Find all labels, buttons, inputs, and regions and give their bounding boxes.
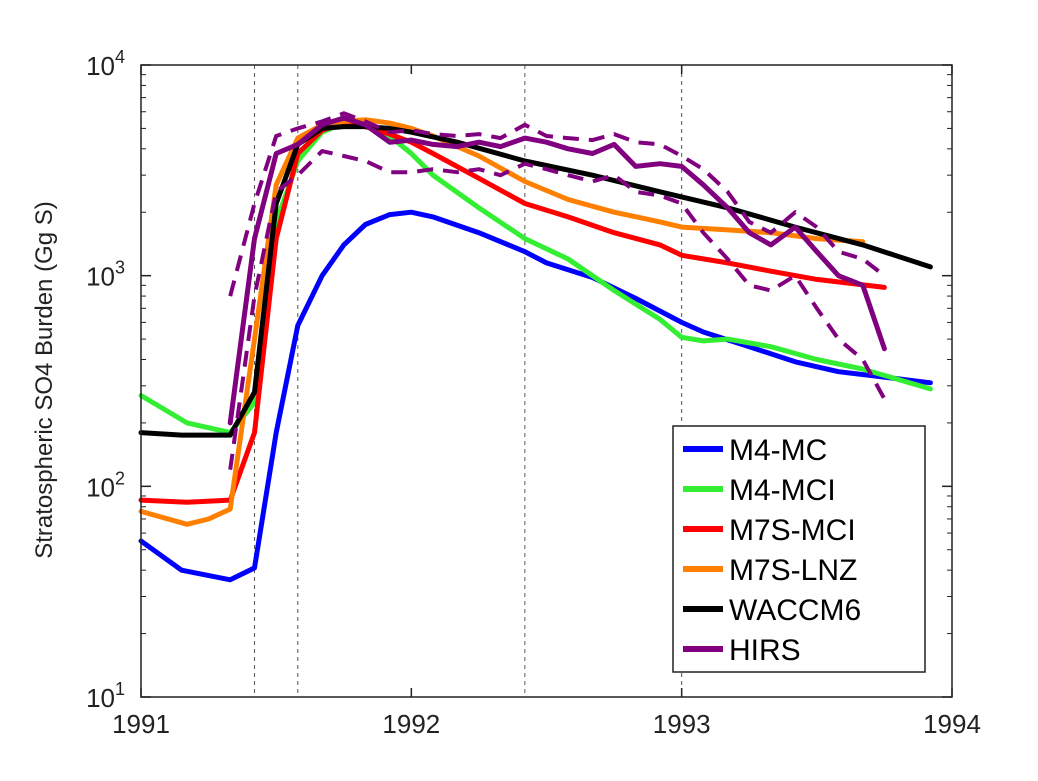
legend-label-m7s-mci: M7S-MCI (729, 514, 856, 547)
series-line-hirs-bound-7 (228, 149, 887, 470)
legend-label-waccm6: WACCM6 (729, 594, 861, 627)
x-tick-label: 1991 (112, 709, 170, 739)
series-group (138, 111, 933, 583)
y-tick-exponent: 4 (115, 47, 125, 67)
series-line-m7s-lnz (138, 117, 866, 527)
y-tick-label: 104 (86, 47, 125, 81)
legend-label-m4-mc: M4-MC (729, 434, 827, 467)
series-line-hirs-bound-6 (228, 111, 886, 297)
legend-label-m7s-lnz: M7S-LNZ (729, 554, 857, 587)
x-tick-label: 1992 (382, 709, 440, 739)
y-tick-label: 102 (86, 468, 125, 502)
plot-frame (140, 64, 953, 698)
legend-box (672, 425, 926, 673)
y-tick-exponent: 1 (115, 679, 125, 699)
x-tick-label: 1994 (923, 709, 981, 739)
legend-label-m4-mci: M4-MCI (729, 474, 836, 507)
y-tick-base: 10 (86, 262, 115, 292)
y-tick-base: 10 (86, 683, 115, 713)
legend-label-hirs: HIRS (729, 634, 801, 667)
y-tick-exponent: 2 (115, 468, 125, 488)
y-tick-exponent: 3 (115, 258, 125, 278)
y-axis-title: Stratospheric SO4 Burden (Gg S) (31, 201, 58, 559)
y-tick-label: 103 (86, 258, 125, 292)
series-line-hirs (227, 115, 887, 426)
y-tick-label: 101 (86, 679, 125, 713)
series-line-m4-mc (138, 209, 933, 583)
y-tick-base: 10 (86, 51, 115, 81)
x-tick-label: 1993 (653, 709, 711, 739)
legend: M4-MC M4-MCI M7S-MCI M7S-LNZ WACCM6 HIRS (672, 425, 926, 673)
y-tick-base: 10 (86, 472, 115, 502)
series-line-m7s-mci (138, 120, 887, 505)
